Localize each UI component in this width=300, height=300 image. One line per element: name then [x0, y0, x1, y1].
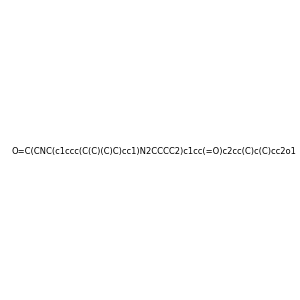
Text: O=C(CNC(c1ccc(C(C)(C)C)cc1)N2CCCC2)c1cc(=O)c2cc(C)c(C)cc2o1: O=C(CNC(c1ccc(C(C)(C)C)cc1)N2CCCC2)c1cc(… [11, 147, 296, 156]
